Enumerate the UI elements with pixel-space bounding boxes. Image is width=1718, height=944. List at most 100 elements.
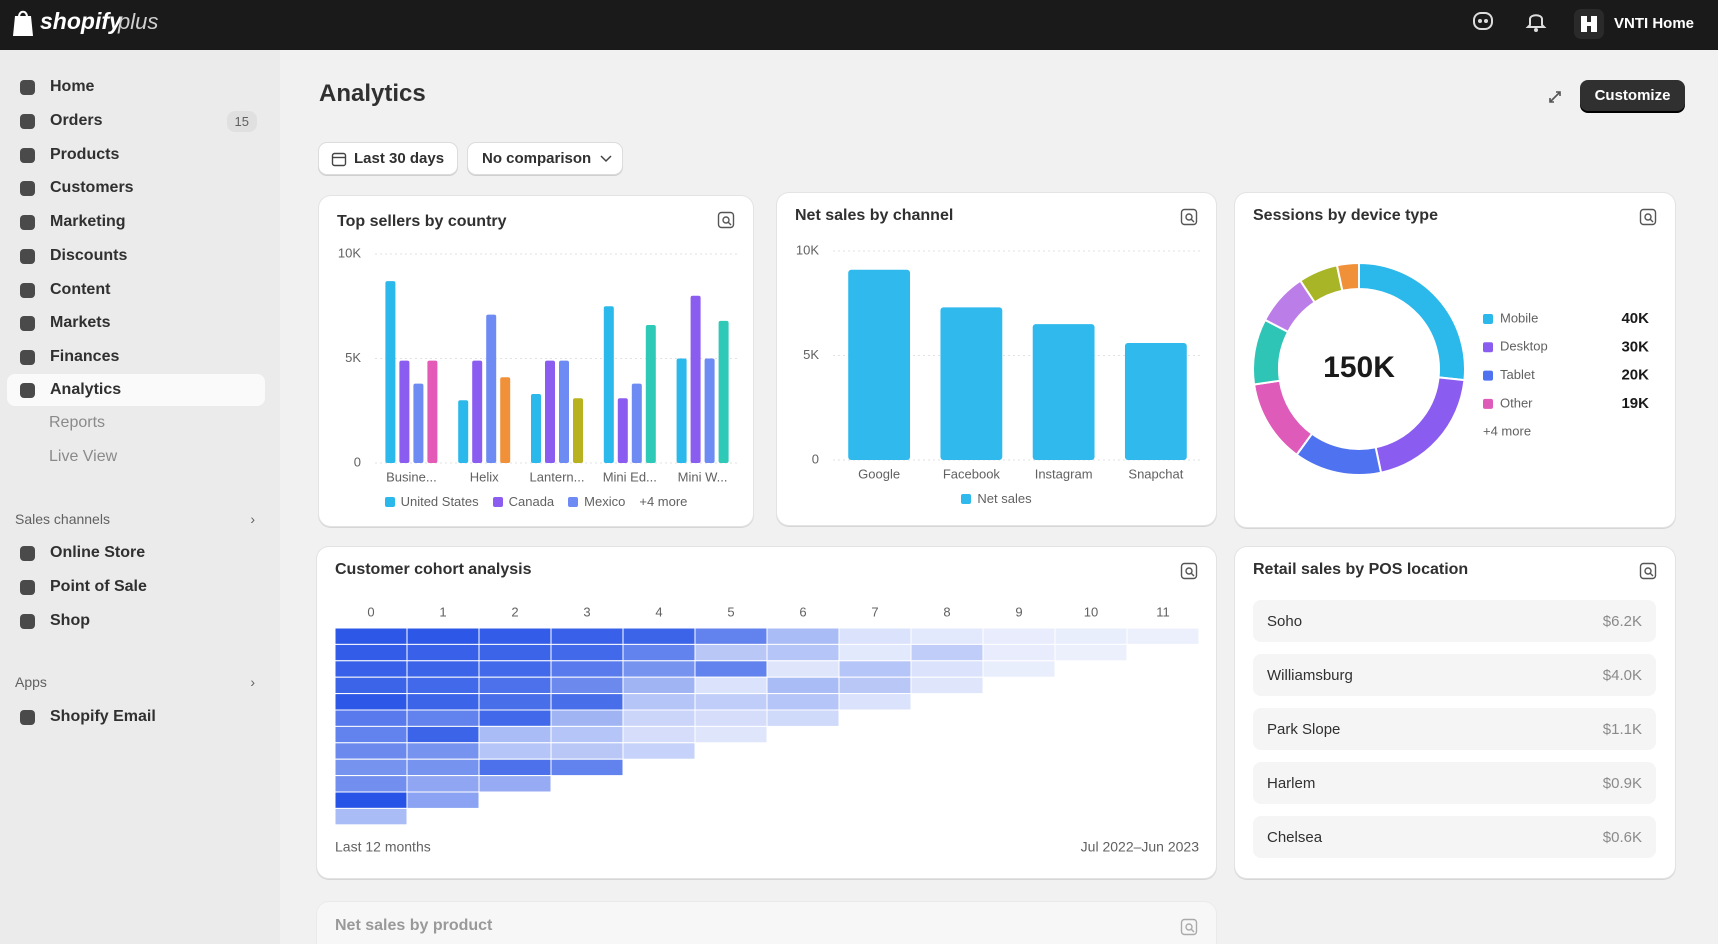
- explore-icon[interactable]: [1180, 918, 1198, 936]
- nav-item[interactable]: Marketing: [7, 206, 265, 238]
- x-tick-label: Busine...: [386, 469, 437, 484]
- nav-item[interactable]: Content: [7, 274, 265, 306]
- nav-icon: [20, 382, 35, 398]
- product-card: Net sales by product: [317, 902, 1216, 944]
- legend-label: Canada: [508, 494, 555, 509]
- nav-item[interactable]: Finances: [7, 341, 265, 373]
- heatmap-cell: [478, 660, 552, 678]
- legend-label: Mobile: [1500, 310, 1538, 325]
- section-title: Apps: [15, 674, 47, 690]
- pos-sales: $0.9K: [1602, 774, 1642, 792]
- sidebar: Home Orders 15 Products Customers Marketi…: [0, 50, 280, 944]
- column-label: 11: [1156, 604, 1170, 619]
- nav-item[interactable]: Discounts: [7, 240, 265, 272]
- nav-item[interactable]: Markets: [7, 307, 265, 339]
- column-label: 8: [943, 604, 950, 619]
- heatmap-cell: [478, 643, 552, 662]
- nav-icon: [20, 315, 35, 331]
- column-label: 0: [367, 604, 374, 619]
- legend-swatch: [961, 494, 972, 504]
- explore-icon[interactable]: [1639, 562, 1657, 580]
- store-name[interactable]: VNTI Home: [1614, 15, 1695, 32]
- heatmap-cell: [622, 627, 696, 645]
- card-title: Sessions by device type: [1253, 207, 1438, 224]
- explore-icon[interactable]: [1180, 562, 1198, 580]
- explore-icon[interactable]: [1180, 208, 1198, 226]
- nav-item[interactable]: Point of Sale: [7, 571, 265, 603]
- nav-icon: [20, 113, 35, 129]
- legend-swatch: [1483, 342, 1493, 353]
- bar: [486, 314, 497, 463]
- bar: [385, 281, 396, 463]
- pos-row: Chelsea $0.6K: [1253, 816, 1656, 858]
- bar: [704, 358, 715, 463]
- heatmap-cell: [334, 643, 408, 662]
- heatmap-cell: [694, 660, 768, 678]
- bar: [718, 320, 729, 463]
- column-label: 1: [439, 604, 446, 619]
- heatmap-cell: [406, 709, 480, 727]
- nav-icon: [20, 349, 35, 365]
- explore-icon[interactable]: [1639, 208, 1657, 226]
- explore-icon[interactable]: [717, 211, 735, 229]
- card-title: Net sales by channel: [795, 207, 954, 224]
- comparison-button[interactable]: No comparison: [468, 143, 622, 174]
- heatmap-cell: [694, 693, 768, 711]
- footer-left: Last 12 months: [335, 839, 431, 855]
- heatmap-cell: [478, 742, 552, 760]
- nav-icon: [20, 282, 35, 298]
- nav-label: Orders: [50, 112, 103, 129]
- nav-item-active[interactable]: Analytics: [7, 374, 265, 406]
- date-range-button[interactable]: Last 30 days: [319, 143, 457, 174]
- nav-item[interactable]: Orders 15: [7, 105, 265, 137]
- nav-label: Content: [50, 281, 111, 298]
- nav-item[interactable]: Products: [7, 139, 265, 171]
- nav-item[interactable]: Home: [7, 71, 265, 103]
- section-header[interactable]: Apps ›: [15, 674, 255, 690]
- heatmap-cell: [766, 660, 840, 678]
- store-avatar[interactable]: [1574, 9, 1604, 39]
- heatmap-cell: [478, 693, 552, 711]
- section-header[interactable]: Sales channels ›: [15, 511, 255, 527]
- notifications-icon[interactable]: [1525, 9, 1547, 33]
- nav-subitem[interactable]: Reports: [49, 414, 106, 431]
- nav-item[interactable]: Online Store: [7, 537, 265, 569]
- y-tick-label: 0: [354, 454, 361, 469]
- nav-label: Online Store: [50, 544, 146, 561]
- legend-label: Tablet: [1500, 367, 1535, 382]
- legend-label: Desktop: [1500, 339, 1548, 354]
- nav-icon: [20, 248, 35, 264]
- nav-item[interactable]: Shop: [7, 605, 265, 637]
- bar: [559, 360, 569, 463]
- heatmap-cell: [334, 660, 408, 678]
- heatmap-cell: [622, 643, 696, 662]
- assistant-icon[interactable]: [1472, 10, 1494, 32]
- nav-subitem[interactable]: Live View: [49, 448, 118, 465]
- pos-card: Retail sales by POS location Soho $6.2K Wi…: [1235, 547, 1675, 878]
- chart-card: Top sellers by country 10K 5K 0 Busine... He…: [319, 196, 753, 526]
- nav-badge: 15: [226, 110, 257, 132]
- legend-item: Canada: [492, 494, 555, 509]
- nav-item[interactable]: Customers: [7, 172, 265, 204]
- chevron: ›: [250, 674, 255, 690]
- legend-value: 40K: [1621, 310, 1649, 327]
- bar: [690, 295, 701, 463]
- bar: [427, 360, 438, 463]
- donut-segment: [1374, 376, 1466, 474]
- legend-label: Net sales: [977, 491, 1032, 506]
- expand-button[interactable]: [1540, 81, 1569, 112]
- customize-button[interactable]: Customize: [1580, 80, 1685, 111]
- page-title: Analytics: [319, 80, 426, 107]
- heatmap-cell: [550, 758, 624, 777]
- nav-icon: [20, 579, 35, 595]
- heatmap-cell: [334, 693, 408, 711]
- heatmap-cell: [910, 627, 984, 645]
- heatmap-cell: [406, 627, 480, 645]
- button-label: No comparison: [482, 150, 592, 167]
- nav-item[interactable]: Shopify Email: [7, 701, 265, 733]
- pos-sales: $1.1K: [1602, 720, 1642, 738]
- legend-swatch: [568, 497, 579, 507]
- heatmap-cell: [622, 742, 696, 760]
- pos-location: Soho: [1267, 612, 1303, 630]
